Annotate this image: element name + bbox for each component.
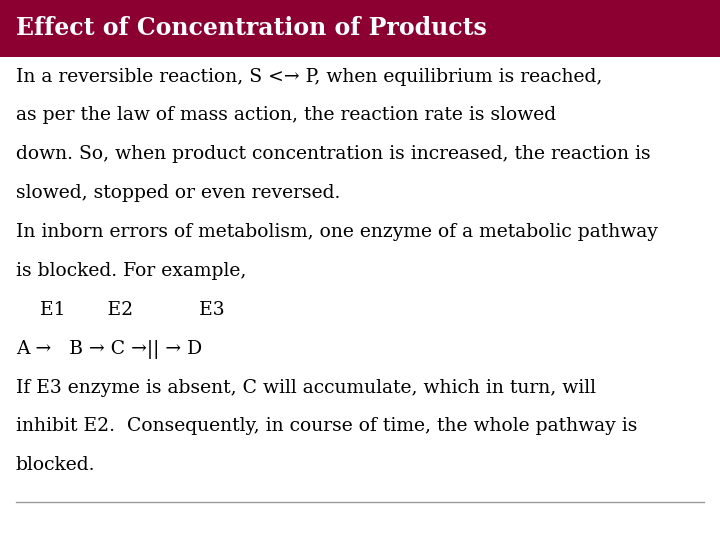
- Text: as per the law of mass action, the reaction rate is slowed: as per the law of mass action, the react…: [16, 106, 556, 124]
- Text: A →   B → C →|| → D: A → B → C →|| → D: [16, 340, 202, 359]
- Text: Effect of Concentration of Products: Effect of Concentration of Products: [16, 16, 487, 40]
- Text: inhibit E2.  Consequently, in course of time, the whole pathway is: inhibit E2. Consequently, in course of t…: [16, 417, 637, 435]
- Text: blocked.: blocked.: [16, 456, 95, 474]
- Text: down. So, when product concentration is increased, the reaction is: down. So, when product concentration is …: [16, 145, 650, 163]
- Text: is blocked. For example,: is blocked. For example,: [16, 262, 246, 280]
- Text: E1       E2           E3: E1 E2 E3: [16, 301, 225, 319]
- Text: If E3 enzyme is absent, C will accumulate, which in turn, will: If E3 enzyme is absent, C will accumulat…: [16, 379, 596, 396]
- Text: In a reversible reaction, S <→ P, when equilibrium is reached,: In a reversible reaction, S <→ P, when e…: [16, 68, 602, 85]
- Text: In inborn errors of metabolism, one enzyme of a metabolic pathway: In inborn errors of metabolism, one enzy…: [16, 223, 657, 241]
- Text: slowed, stopped or even reversed.: slowed, stopped or even reversed.: [16, 184, 341, 202]
